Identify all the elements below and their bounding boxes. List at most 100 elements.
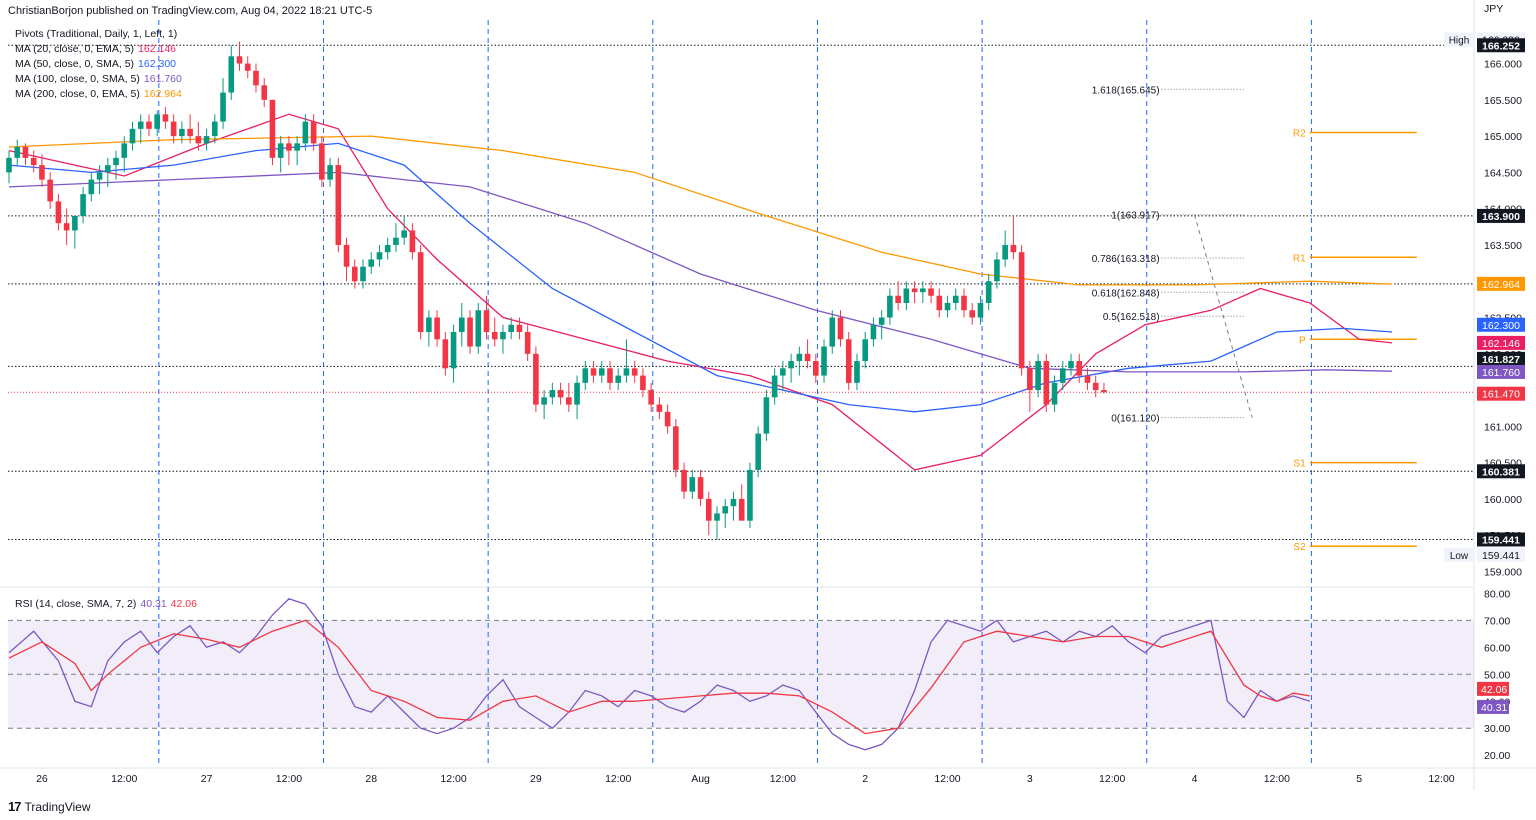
candle xyxy=(319,136,325,187)
candle-body xyxy=(615,375,622,383)
candle-body xyxy=(1035,361,1041,391)
candle-body xyxy=(829,317,836,347)
candle-body xyxy=(598,368,605,376)
pivot-label: P xyxy=(1299,335,1306,346)
candle xyxy=(615,368,622,391)
candle xyxy=(6,150,12,184)
fib-level-label: 1(163.917) xyxy=(1111,211,1159,222)
tradingview-logo[interactable]: 17 TradingView xyxy=(8,799,91,814)
fib-level-label: 0.618(162.848) xyxy=(1092,288,1160,299)
candle xyxy=(22,143,29,166)
legend-rsi-value: 40.31 xyxy=(140,598,167,610)
candle-body xyxy=(524,332,531,354)
candle-body xyxy=(351,266,358,282)
candle-body xyxy=(705,498,712,521)
candle xyxy=(491,317,498,347)
candle xyxy=(39,154,45,187)
candle xyxy=(1010,215,1017,260)
candle xyxy=(582,361,589,391)
candle-body xyxy=(195,136,202,144)
candle xyxy=(195,121,202,151)
candle xyxy=(30,150,37,173)
pivot-label: R2 xyxy=(1293,128,1306,139)
candle-body xyxy=(1051,382,1058,405)
price-label: 161.760 xyxy=(1477,364,1525,379)
candle-body xyxy=(870,324,877,340)
candle-body xyxy=(417,252,424,333)
candle-body xyxy=(557,390,564,398)
candle-body xyxy=(936,295,943,311)
candle xyxy=(220,78,226,129)
candle-body xyxy=(1002,244,1008,260)
pivot-label: R1 xyxy=(1293,253,1306,264)
candle xyxy=(129,121,136,151)
candle xyxy=(598,361,605,383)
candle-body xyxy=(343,244,350,267)
candle xyxy=(442,332,449,376)
price-label-text: 162.964 xyxy=(1482,279,1520,291)
candle-body xyxy=(434,317,440,340)
candle xyxy=(944,295,951,318)
candle xyxy=(113,150,119,180)
candle xyxy=(261,78,268,108)
candle xyxy=(780,361,786,391)
candle-body xyxy=(458,317,465,333)
candle-body xyxy=(845,339,852,383)
candle xyxy=(426,310,432,347)
candle xyxy=(55,194,62,231)
candle-body xyxy=(911,288,918,293)
candle-body xyxy=(319,143,325,180)
candle-body xyxy=(6,157,12,173)
candle-body xyxy=(566,397,572,405)
candle-body xyxy=(582,368,589,383)
candle xyxy=(310,114,317,151)
candle xyxy=(1076,353,1083,383)
candle xyxy=(244,56,251,79)
price-label-text: 159.441 xyxy=(1482,534,1520,546)
candle xyxy=(705,491,712,536)
candle xyxy=(763,390,770,441)
candle-body xyxy=(656,404,663,412)
candle xyxy=(14,139,21,166)
candle-body xyxy=(179,128,185,137)
candle-body xyxy=(113,157,119,166)
candle xyxy=(104,157,111,187)
candle xyxy=(920,281,926,303)
price-label-bg xyxy=(1477,208,1525,223)
candle-body xyxy=(72,215,78,231)
candle xyxy=(96,165,103,195)
legend-ma20-value: 162.146 xyxy=(138,43,177,55)
candle xyxy=(895,281,901,311)
candle-body xyxy=(368,259,375,267)
candle-body xyxy=(920,288,926,293)
fib-level-label: 1.618(165.645) xyxy=(1092,85,1160,96)
candle-body xyxy=(384,244,391,253)
price-label-text: 161.760 xyxy=(1482,367,1520,379)
candle xyxy=(985,273,992,311)
price-label-text: 163.900 xyxy=(1482,211,1520,223)
price-axis-tick: 165.500 xyxy=(1484,95,1522,107)
candle-body xyxy=(187,128,193,137)
candle xyxy=(1101,382,1107,394)
candle-body xyxy=(491,332,498,340)
currency-label: JPY xyxy=(1484,3,1503,15)
price-label-bg xyxy=(1477,547,1525,562)
candle-body xyxy=(730,498,737,507)
price-label: 161.470 xyxy=(1477,386,1525,401)
candle-body xyxy=(220,92,226,122)
candle xyxy=(574,375,580,420)
fib-level-label: 0(161.120) xyxy=(1111,414,1159,425)
rsi-price-label-bg xyxy=(1477,681,1509,696)
time-axis-tick: 28 xyxy=(365,773,377,785)
candle xyxy=(656,397,663,420)
candle-body xyxy=(129,128,136,144)
candle xyxy=(813,353,819,383)
price-label-bg xyxy=(1477,364,1525,379)
time-axis-tick: 27 xyxy=(201,773,213,785)
candle-body xyxy=(854,361,860,383)
candle xyxy=(640,368,646,398)
moving-average-line xyxy=(8,171,1393,373)
candle xyxy=(722,498,729,528)
price-label-text: 161.827 xyxy=(1482,354,1520,366)
